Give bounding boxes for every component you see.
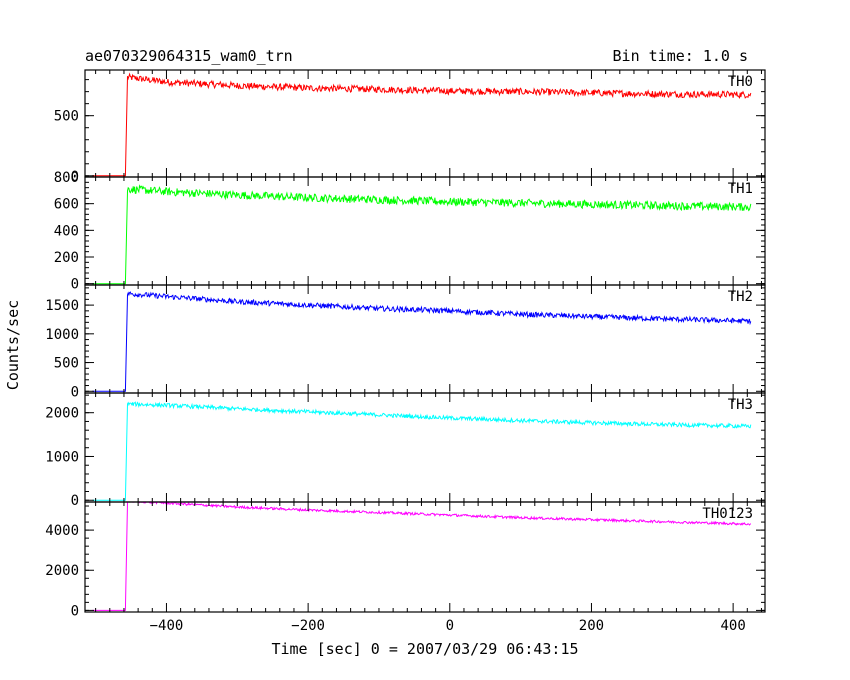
series-th0 — [92, 72, 752, 177]
panel-label-th1: TH1 — [728, 181, 753, 197]
y-tick-label: 1500 — [45, 298, 79, 314]
x-tick-label: 200 — [579, 618, 604, 634]
y-tick-label: 800 — [54, 170, 79, 186]
y-tick-label: 2000 — [45, 406, 79, 422]
panel-label-th0123: TH0123 — [702, 506, 753, 522]
y-tick-label: 0 — [71, 493, 79, 509]
y-tick-label: 2000 — [45, 563, 79, 579]
y-tick-label: 400 — [54, 223, 79, 239]
y-tick-label: 0 — [71, 169, 79, 185]
x-axis-label: Time [sec] 0 = 2007/03/29 06:43:15 — [271, 640, 578, 658]
panel-th2: TH2 0 500 1000 1500 — [45, 284, 766, 400]
panel-label-th0: TH0 — [728, 74, 753, 90]
series-th1 — [92, 184, 752, 285]
bin-time-label: Bin time: 1.0 s — [613, 47, 748, 65]
y-axis-label: Counts/sec — [4, 300, 22, 390]
chart-title: ae070329064315_wam0_trn — [85, 47, 293, 65]
series-th0123 — [92, 501, 752, 611]
panel-frame — [84, 284, 766, 394]
y-tick-label: 0 — [71, 384, 79, 400]
x-tick-label: 0 — [446, 618, 454, 634]
panel-th1: TH1 0 200 400 600 800 — [54, 170, 766, 293]
series-th3 — [92, 401, 752, 501]
x-tick-label: −400 — [150, 618, 184, 634]
y-tick-label: 500 — [54, 109, 79, 125]
y-tick-label: 0 — [71, 603, 79, 619]
x-tick-label: −200 — [291, 618, 325, 634]
y-tick-label: 600 — [54, 197, 79, 213]
panel-label-th3: TH3 — [728, 397, 753, 413]
panel-frame — [84, 392, 766, 503]
panel-frame — [84, 69, 766, 178]
panel-th0: TH0 0 500 — [54, 69, 766, 185]
y-tick-label: 4000 — [45, 523, 79, 539]
panel-th3: TH3 0 1000 2000 — [45, 392, 766, 509]
y-tick-label: 500 — [54, 356, 79, 372]
panel-th0123: TH0123 0 2000 4000 — [45, 501, 766, 619]
x-tick-label: 400 — [720, 618, 745, 634]
y-tick-label: 200 — [54, 250, 79, 266]
panel-frame — [84, 501, 766, 613]
panels-group: TH00500TH10200400600800TH2050010001500TH… — [45, 69, 766, 634]
y-tick-label: 1000 — [45, 449, 79, 465]
series-th2 — [92, 291, 752, 392]
panel-frame — [84, 176, 766, 286]
y-tick-label: 0 — [71, 277, 79, 293]
panel-label-th2: TH2 — [728, 289, 753, 305]
y-tick-label: 1000 — [45, 327, 79, 343]
